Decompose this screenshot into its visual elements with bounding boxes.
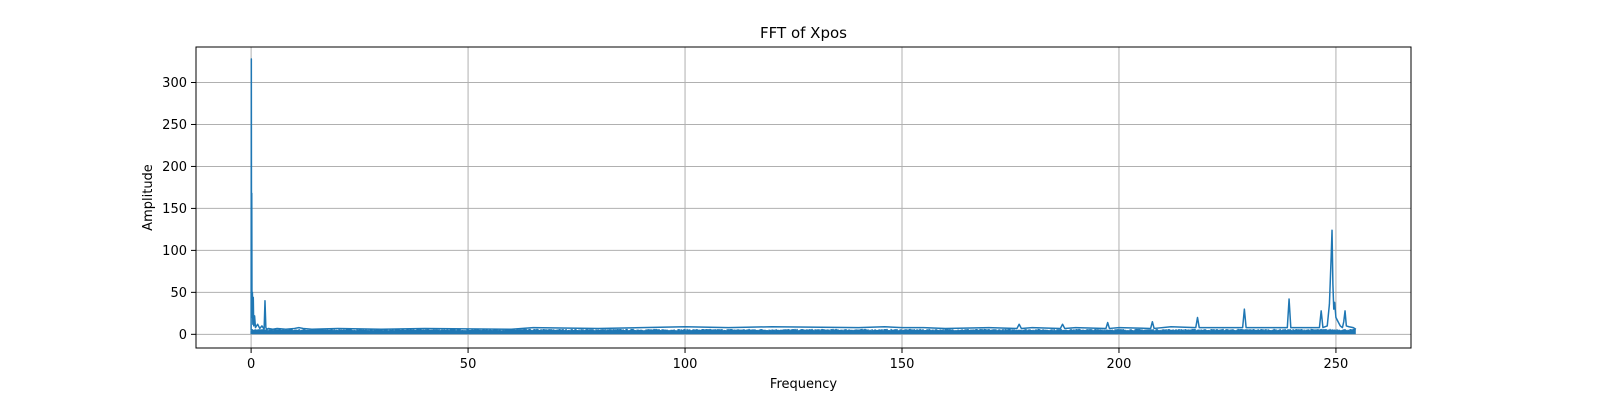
x-tick-label-3: 150	[890, 357, 915, 372]
x-tick-label-1: 50	[460, 357, 477, 372]
x-tick-label-0: 0	[247, 357, 255, 372]
y-axis-title: Amplitude	[141, 164, 156, 231]
y-tick-label-1: 50	[170, 286, 187, 301]
x-tick-label-4: 200	[1107, 357, 1132, 372]
y-tick-label-3: 150	[162, 202, 187, 217]
chart-title: FFT of Xpos	[760, 24, 847, 42]
y-tick-label-5: 250	[162, 118, 187, 133]
y-tick-label-6: 300	[162, 76, 187, 91]
axis-ticks: 0 50 100 150 200 250 0 50 100 150 200 250 300	[162, 76, 1348, 372]
x-axis-title: Frequency	[770, 377, 837, 392]
series-line-0	[250, 58, 1357, 331]
y-tick-label-4: 200	[162, 160, 187, 175]
y-tick-label-2: 100	[162, 244, 187, 259]
series-layer	[250, 58, 1357, 331]
noise-floor-path	[250, 328, 1356, 335]
plot-frame	[195, 46, 1412, 349]
noise-floor-band	[250, 328, 1356, 335]
y-tick-label-0: 0	[179, 328, 187, 343]
x-tick-label-2: 100	[673, 357, 698, 372]
grid	[196, 47, 1411, 348]
x-tick-label-5: 250	[1324, 357, 1349, 372]
